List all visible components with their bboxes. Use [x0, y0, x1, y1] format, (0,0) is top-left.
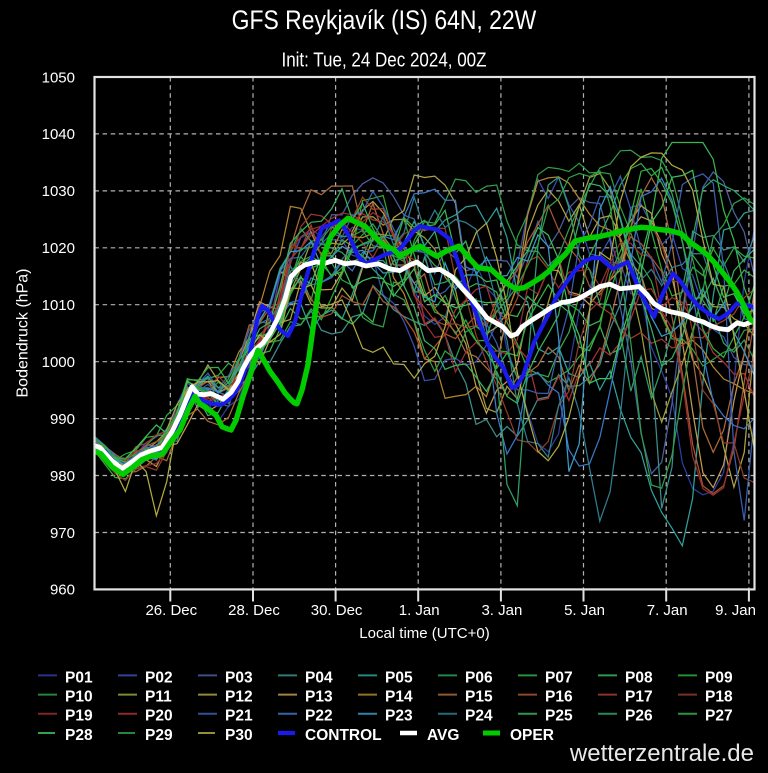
- svg-text:Init: Tue, 24 Dec 2024, 00Z: Init: Tue, 24 Dec 2024, 00Z: [281, 48, 486, 71]
- svg-text:P30: P30: [225, 727, 253, 744]
- svg-text:P08: P08: [625, 669, 653, 686]
- svg-text:26. Dec: 26. Dec: [145, 602, 197, 619]
- svg-text:P01: P01: [65, 669, 93, 686]
- svg-text:P21: P21: [225, 708, 253, 725]
- svg-text:P03: P03: [225, 669, 253, 686]
- svg-text:1030: 1030: [42, 183, 75, 200]
- svg-text:P29: P29: [145, 727, 173, 744]
- svg-text:1020: 1020: [42, 240, 75, 257]
- svg-text:P10: P10: [65, 689, 93, 706]
- svg-text:AVG: AVG: [427, 727, 459, 744]
- svg-text:P22: P22: [305, 708, 333, 725]
- svg-text:1. Jan: 1. Jan: [399, 602, 440, 619]
- svg-text:Bodendruck (hPa): Bodendruck (hPa): [15, 269, 32, 398]
- svg-text:P19: P19: [65, 708, 93, 725]
- svg-text:28. Dec: 28. Dec: [228, 602, 280, 619]
- svg-text:P25: P25: [545, 708, 573, 725]
- svg-text:P02: P02: [145, 669, 173, 686]
- svg-text:P18: P18: [705, 689, 733, 706]
- svg-text:P15: P15: [465, 689, 493, 706]
- svg-text:wetterzentrale.de: wetterzentrale.de: [569, 740, 754, 767]
- svg-text:960: 960: [50, 582, 75, 599]
- svg-text:P09: P09: [705, 669, 733, 686]
- svg-text:1010: 1010: [42, 297, 75, 314]
- svg-text:P13: P13: [305, 689, 333, 706]
- svg-text:P14: P14: [385, 689, 413, 706]
- svg-text:P24: P24: [465, 708, 493, 725]
- svg-text:P04: P04: [305, 669, 333, 686]
- svg-text:P05: P05: [385, 669, 413, 686]
- svg-text:5. Jan: 5. Jan: [564, 602, 605, 619]
- svg-text:P20: P20: [145, 708, 173, 725]
- svg-text:OPER: OPER: [510, 727, 554, 744]
- svg-text:CONTROL: CONTROL: [305, 727, 382, 744]
- svg-text:P27: P27: [705, 708, 733, 725]
- svg-text:980: 980: [50, 468, 75, 485]
- svg-text:P16: P16: [545, 689, 573, 706]
- svg-text:P28: P28: [65, 727, 93, 744]
- svg-text:Local time (UTC+0): Local time (UTC+0): [359, 625, 489, 642]
- svg-text:P07: P07: [545, 669, 573, 686]
- svg-text:GFS Reykjavík (IS) 64N, 22W: GFS Reykjavík (IS) 64N, 22W: [232, 5, 537, 35]
- svg-text:P12: P12: [225, 689, 253, 706]
- svg-text:30. Dec: 30. Dec: [311, 602, 363, 619]
- svg-text:7. Jan: 7. Jan: [647, 602, 688, 619]
- svg-text:1040: 1040: [42, 126, 75, 143]
- svg-text:970: 970: [50, 525, 75, 542]
- svg-text:P23: P23: [385, 708, 413, 725]
- svg-text:P06: P06: [465, 669, 493, 686]
- svg-text:1050: 1050: [42, 69, 75, 86]
- svg-text:990: 990: [50, 411, 75, 428]
- svg-text:P17: P17: [625, 689, 653, 706]
- svg-text:3. Jan: 3. Jan: [481, 602, 522, 619]
- svg-text:1000: 1000: [42, 354, 75, 371]
- svg-text:9. Jan: 9. Jan: [715, 602, 756, 619]
- svg-text:P26: P26: [625, 708, 653, 725]
- svg-text:P11: P11: [145, 689, 172, 706]
